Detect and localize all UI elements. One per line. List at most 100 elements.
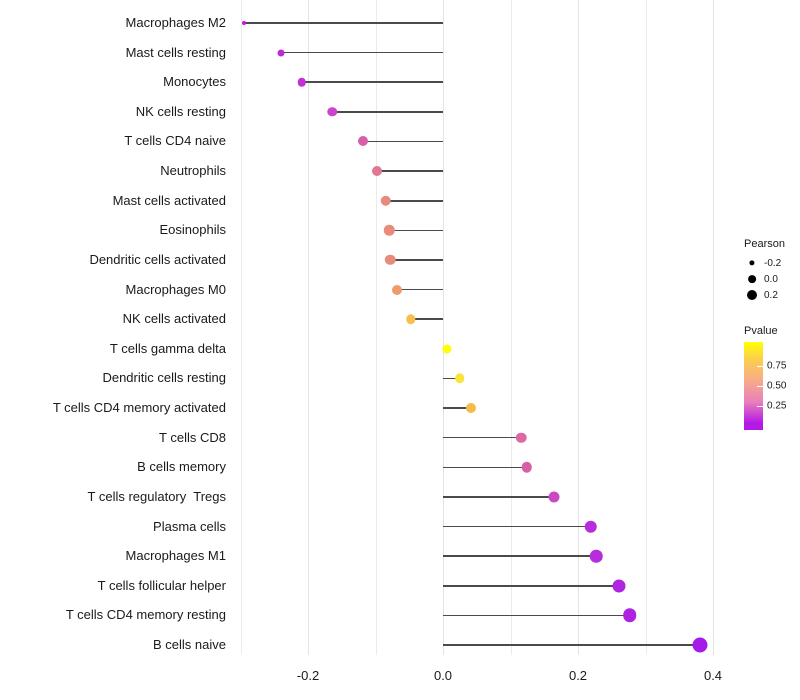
lollipop-point[interactable] xyxy=(692,637,708,653)
y-axis-tick-label: Mast cells activated xyxy=(112,192,226,208)
lollipop-stem xyxy=(385,199,443,202)
lollipop-point[interactable] xyxy=(442,344,452,354)
lollipop-stem xyxy=(332,111,443,113)
lollipop-point[interactable] xyxy=(548,491,560,503)
pvalue-colorbar-label: 0.75 xyxy=(767,360,787,372)
lollipop-stem xyxy=(410,318,443,320)
lollipop-point[interactable] xyxy=(623,608,637,623)
lollipop-point[interactable] xyxy=(612,579,626,593)
lollipop-stem xyxy=(243,22,443,24)
y-axis-tick-label: B cells naive xyxy=(153,637,226,653)
lollipop-point[interactable] xyxy=(241,21,246,25)
lollipop-point[interactable] xyxy=(358,136,369,147)
pearson-legend-entry: -0.2 xyxy=(744,255,800,271)
lollipop-stem xyxy=(389,229,443,232)
y-axis-tick-label: T cells regulatory Tregs xyxy=(87,488,226,504)
pearson-legend-title: Pearson xyxy=(744,238,785,250)
x-axis-tick-label: -0.2 xyxy=(296,668,320,683)
grid-line-major xyxy=(578,0,579,655)
grid-line-major xyxy=(713,0,714,655)
pvalue-colorbar xyxy=(744,342,763,430)
lollipop-point[interactable] xyxy=(380,195,391,206)
lollipop-stem xyxy=(363,140,443,143)
pvalue-colorbar-label: 0.50 xyxy=(767,380,787,392)
lollipop-point[interactable] xyxy=(371,166,382,177)
x-axis-tick-label: 0.4 xyxy=(703,668,723,683)
grid-line-minor xyxy=(375,0,377,655)
y-axis-tick-label: T cells CD4 naive xyxy=(124,133,226,149)
lollipop-stem xyxy=(301,81,443,84)
lollipop-point[interactable] xyxy=(405,314,416,324)
pearson-legend-rows: -0.2 0.0 0.2 xyxy=(744,255,800,303)
pvalue-colorbar-tick xyxy=(757,386,763,387)
y-axis-tick-label: Macrophages M2 xyxy=(125,15,226,30)
lollipop-point[interactable] xyxy=(466,403,477,414)
y-axis-tick-label: Neutrophils xyxy=(160,163,226,179)
lollipop-point[interactable] xyxy=(455,373,465,384)
pvalue-colorbar-tick xyxy=(757,365,763,367)
lollipop-point[interactable] xyxy=(297,77,307,87)
plot-panel xyxy=(237,0,720,655)
pvalue-colorbar-tick xyxy=(757,406,763,408)
grid-line-minor xyxy=(645,0,647,655)
pvalue-colorbar-wrap: 0.75 0.50 0.25 xyxy=(744,342,800,430)
y-axis-tick-label: T cells CD4 memory activated xyxy=(52,400,226,416)
lollipop-stem xyxy=(281,51,443,54)
lollipop-point[interactable] xyxy=(383,225,395,236)
lollipop-stem xyxy=(443,644,701,646)
lollipop-stem xyxy=(443,466,527,469)
y-axis-tick-label: B cells memory xyxy=(137,459,226,475)
x-axis-tick-label: 0.0 xyxy=(433,668,453,683)
lollipop-stem xyxy=(376,170,443,172)
lollipop-stem xyxy=(443,555,597,557)
y-axis-tick-label: T cells CD4 memory resting xyxy=(65,607,226,623)
y-axis-tick-label: Eosinophils xyxy=(159,222,227,238)
grid-line-major xyxy=(308,0,309,655)
y-axis-tick-label: Plasma cells xyxy=(153,518,226,534)
grid-line-major xyxy=(443,0,444,655)
x-axis-tick-label: 0.2 xyxy=(568,668,588,683)
lollipop-stem xyxy=(397,288,443,291)
pvalue-colorbar-label: 0.25 xyxy=(767,400,787,412)
lollipop-point[interactable] xyxy=(385,254,396,266)
y-axis-tick-label: T cells follicular helper xyxy=(97,577,226,593)
y-axis-tick-label: Dendritic cells resting xyxy=(102,370,226,386)
lollipop-stem xyxy=(443,377,460,380)
y-axis-tick-label: Monocytes xyxy=(163,74,226,90)
lollipop-stem xyxy=(443,436,522,439)
lollipop-stem xyxy=(390,259,443,261)
y-axis-tick-label: NK cells resting xyxy=(135,103,226,119)
y-axis-labels: Macrophages M2 Mast cells resting Monocyte… xyxy=(0,0,226,700)
lollipop-stem xyxy=(443,584,620,587)
lollipop-point[interactable] xyxy=(589,549,603,563)
pearson-legend-dot xyxy=(744,271,760,287)
pearson-legend-entry: 0.0 xyxy=(744,271,800,287)
pearson-legend-label: 0.0 xyxy=(764,274,778,285)
y-axis-tick-label: T cells gamma delta xyxy=(109,340,226,356)
lollipop-point[interactable] xyxy=(327,107,338,117)
pearson-size-legend: Pearson -0.2 0.0 0.2 xyxy=(744,238,800,303)
pearson-legend-label: -0.2 xyxy=(764,258,782,269)
pearson-legend-dot xyxy=(744,255,760,271)
y-axis-tick-label: T cells CD8 xyxy=(159,429,226,445)
lollipop-point[interactable] xyxy=(277,49,285,57)
grid-line-minor xyxy=(510,0,512,655)
pearson-legend-dot xyxy=(744,287,760,303)
y-axis-tick-label: Macrophages M1 xyxy=(125,548,226,564)
lollipop-point[interactable] xyxy=(584,520,598,533)
pvalue-color-legend: Pvalue 0.75 0.50 0.25 xyxy=(744,325,800,430)
y-axis-tick-label: Dendritic cells activated xyxy=(89,251,226,267)
x-axis: -0.2 0.0 0.2 0.4 xyxy=(237,655,723,700)
lollipop-point[interactable] xyxy=(516,432,527,443)
y-axis-tick-label: Macrophages M0 xyxy=(125,281,226,297)
pearson-legend-entry: 0.2 xyxy=(744,287,800,303)
lollipop-point[interactable] xyxy=(521,462,532,473)
lollipop-stem xyxy=(443,525,591,528)
lollipop-stem xyxy=(443,407,472,409)
pearson-legend-label: 0.2 xyxy=(764,290,778,301)
lollipop-stem xyxy=(443,614,630,617)
lollipop-stem xyxy=(443,496,555,498)
lollipop-point[interactable] xyxy=(392,284,403,295)
pvalue-legend-title: Pvalue xyxy=(744,325,778,337)
